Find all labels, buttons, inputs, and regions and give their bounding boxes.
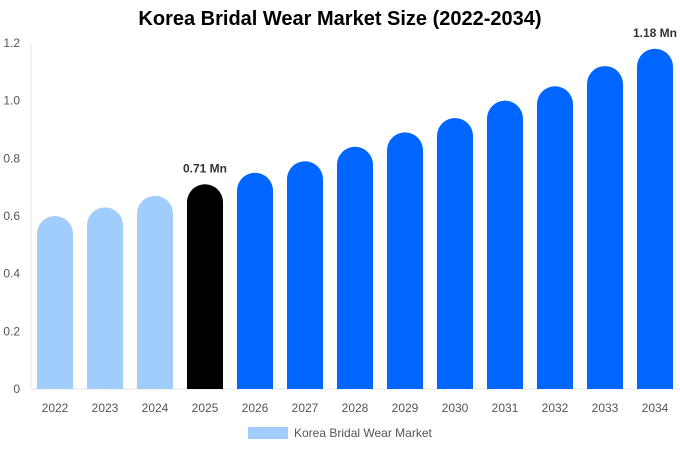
bar-2024 (137, 195, 173, 389)
bar-2025 (187, 184, 223, 389)
bar-2029 (387, 132, 423, 389)
data-label-2025: 0.71 Mn (183, 161, 227, 175)
x-tick-label: 2027 (292, 401, 319, 415)
x-tick-label: 2024 (142, 401, 169, 415)
x-tick-label: 2022 (42, 401, 69, 415)
x-tick-label: 2034 (642, 401, 669, 415)
x-tick-label: 2023 (92, 401, 119, 415)
y-tick-label: 0.4 (3, 267, 20, 281)
x-tick-label: 2026 (242, 401, 269, 415)
bar-2032 (537, 86, 573, 389)
y-tick-label: 1.2 (3, 36, 20, 50)
bar-2030 (437, 117, 473, 389)
y-tick-label: 1.0 (3, 94, 20, 108)
legend[interactable]: Korea Bridal Wear Market (248, 426, 432, 440)
x-tick-label: 2028 (342, 401, 369, 415)
x-tick-label: 2030 (442, 401, 469, 415)
x-tick-label: 2031 (492, 401, 519, 415)
y-tick-label: 0.2 (3, 324, 20, 338)
bar-2028 (337, 146, 373, 389)
x-tick-label: 2032 (542, 401, 569, 415)
x-tick-label: 2033 (592, 401, 619, 415)
bar-2023 (87, 207, 123, 389)
data-label-2034: 1.18 Mn (633, 26, 677, 40)
bar-2027 (287, 161, 323, 389)
x-tick-label: 2029 (392, 401, 419, 415)
bar-2034 (637, 48, 673, 390)
chart-title: Korea Bridal Wear Market Size (2022-2034… (138, 8, 542, 30)
x-tick-label: 2025 (192, 401, 219, 415)
legend-label: Korea Bridal Wear Market (294, 426, 432, 440)
y-tick-label: 0.6 (3, 209, 20, 223)
y-tick-label: 0 (13, 382, 20, 396)
bar-2033 (587, 66, 623, 389)
bar-2026 (237, 172, 273, 389)
legend-swatch (248, 427, 288, 439)
y-tick-label: 0.8 (3, 151, 20, 165)
bar-2031 (487, 100, 523, 389)
bar-2022 (37, 216, 73, 389)
